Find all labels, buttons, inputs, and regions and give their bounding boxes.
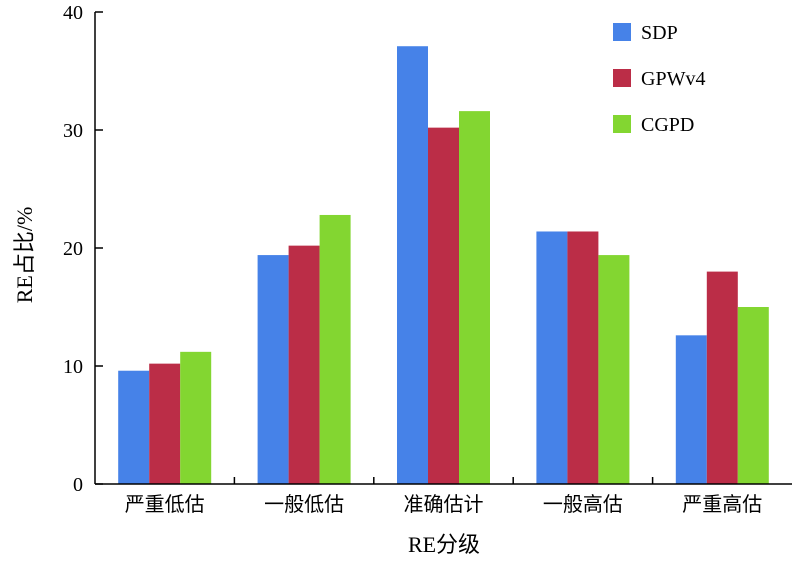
- legend-swatch-sdp: [613, 23, 631, 41]
- x-tick-label: 准确估计: [404, 493, 484, 516]
- bar-gpwv4-1: [288, 245, 320, 484]
- bar-sdp-1: [257, 255, 289, 484]
- bar-gpwv4-4: [706, 271, 738, 484]
- bar-sdp-3: [536, 231, 568, 484]
- y-tick-label: 30: [63, 120, 83, 142]
- bar-gpwv4-2: [428, 127, 459, 484]
- x-ticks-group: 严重低估 一般低估 准确估计 一般高估 严重高估: [125, 477, 762, 516]
- y-tick-label: 10: [63, 356, 83, 378]
- bar-sdp-2: [397, 46, 428, 484]
- bar-cgpd-4: [737, 307, 769, 484]
- x-tick-label: 一般高估: [543, 493, 623, 516]
- legend-label-sdp: SDP: [641, 22, 678, 44]
- legend-swatch-gpwv4: [613, 69, 631, 87]
- bar-cgpd-0: [180, 351, 212, 484]
- bar-sdp-4: [675, 335, 707, 484]
- y-tick-label: 40: [63, 2, 83, 24]
- y-axis-label: RE占比/%: [12, 207, 37, 304]
- bar-gpwv4-3: [567, 231, 599, 484]
- bar-cgpd-1: [319, 214, 351, 484]
- bar-gpwv4-0: [149, 363, 181, 484]
- bars-group: [118, 46, 769, 485]
- x-tick-label: 一般低估: [264, 493, 344, 516]
- x-axis-label: RE分级: [408, 532, 480, 557]
- x-tick-label: 严重高估: [682, 493, 762, 516]
- bar-cgpd-2: [459, 111, 490, 485]
- y-tick-label: 0: [73, 474, 83, 496]
- legend-label-cgpd: CGPD: [641, 114, 694, 136]
- y-tick-label: 20: [63, 238, 83, 260]
- y-ticks-group: 0 10 20 30 40: [63, 2, 103, 496]
- x-tick-label: 严重低估: [125, 493, 205, 516]
- bar-cgpd-3: [598, 255, 630, 484]
- legend-label-gpwv4: GPWv4: [641, 68, 705, 90]
- legend-swatch-cgpd: [613, 115, 631, 133]
- legend: SDP GPWv4 CGPD: [613, 22, 705, 136]
- bar-sdp-0: [118, 370, 150, 484]
